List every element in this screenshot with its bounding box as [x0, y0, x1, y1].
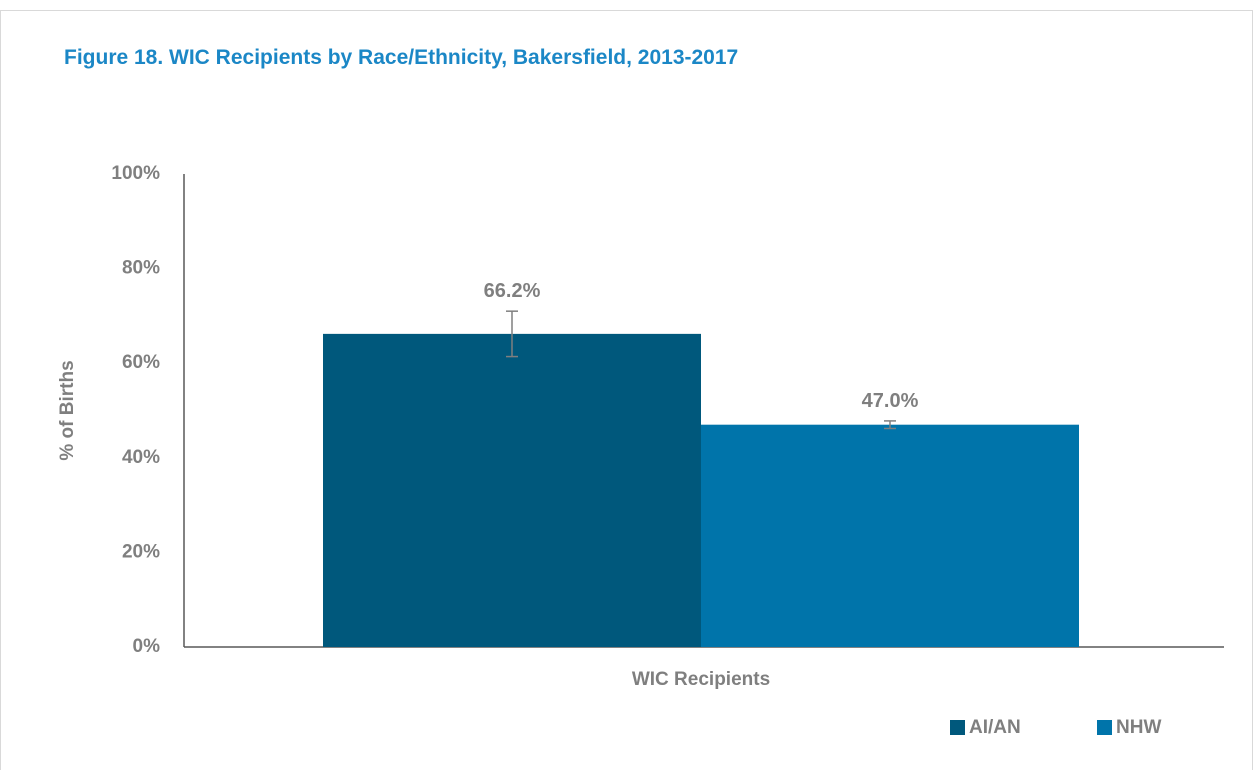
chart-title: Figure 18. WIC Recipients by Race/Ethnic…	[64, 46, 739, 69]
y-tick-label: 20%	[122, 541, 160, 562]
legend-label: NHW	[1116, 717, 1161, 738]
y-tick-label: 80%	[122, 258, 160, 279]
data-label: 66.2%	[484, 280, 541, 302]
legend-swatch	[950, 720, 965, 735]
bar-ai-an	[323, 333, 701, 647]
y-tick-label: 40%	[122, 447, 160, 468]
legend-swatch	[1097, 720, 1112, 735]
data-label: 47.0%	[862, 390, 919, 412]
y-tick-label: 100%	[111, 163, 160, 184]
y-tick-label: 0%	[133, 636, 161, 657]
chart-frame	[0, 10, 1253, 770]
y-tick-label: 60%	[122, 352, 160, 373]
bar-nhw	[701, 424, 1079, 647]
x-category-label: WIC Recipients	[632, 669, 770, 690]
legend-label: AI/AN	[969, 717, 1021, 738]
y-axis-title: % of Births	[57, 360, 78, 460]
